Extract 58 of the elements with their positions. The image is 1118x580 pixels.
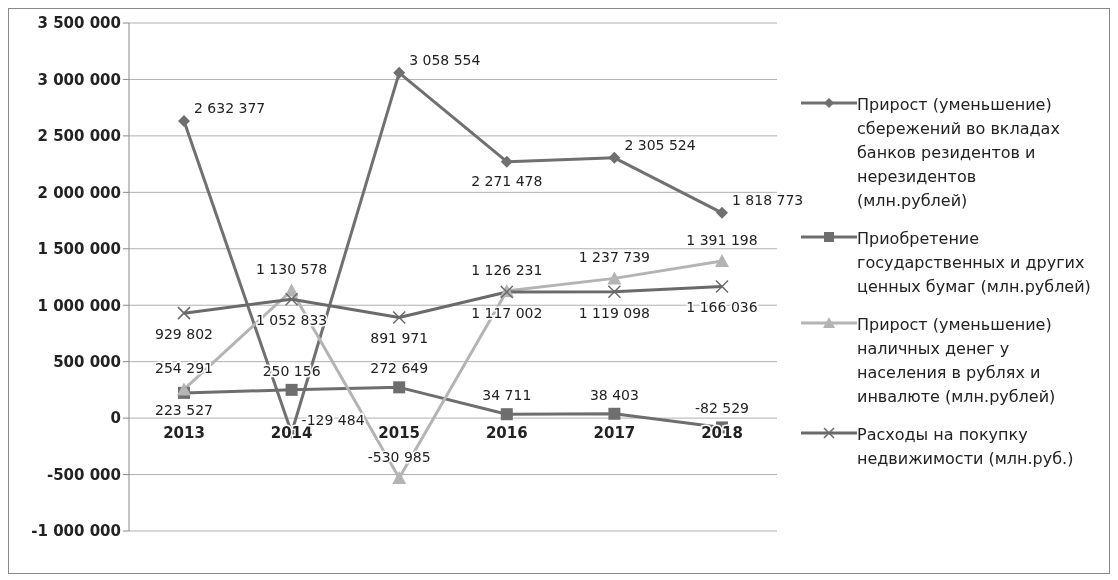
point bbox=[284, 292, 299, 307]
point bbox=[607, 271, 622, 285]
point bbox=[608, 407, 621, 420]
legend-label: Прирост (уменьшение) наличных денег у населения в рублях и инвалюте (млн.рублей) bbox=[857, 314, 1057, 408]
point bbox=[177, 306, 191, 320]
x-tick-label: 2016 bbox=[485, 424, 528, 443]
point bbox=[607, 285, 622, 299]
data-label: 1 130 578 bbox=[255, 261, 328, 278]
y-tick-label: 1 000 000 bbox=[37, 296, 121, 315]
x-tick-label: 2015 bbox=[378, 424, 421, 443]
point bbox=[500, 155, 513, 168]
legend-label: Расходы на покупку недвижимости (млн.руб.) bbox=[857, 424, 1075, 470]
x-tick-label: 2018 bbox=[701, 424, 743, 443]
data-label: 1 818 773 bbox=[732, 191, 804, 208]
point bbox=[715, 254, 729, 268]
data-label: 2 271 478 bbox=[471, 172, 543, 189]
y-tick-label: 3 500 000 bbox=[37, 14, 121, 33]
data-label: 254 291 bbox=[155, 360, 213, 377]
data-label: 929 802 bbox=[155, 326, 213, 343]
y-tick-label: 2 500 000 bbox=[37, 127, 121, 146]
data-label: 272 649 bbox=[370, 360, 429, 377]
data-label: 223 527 bbox=[155, 401, 213, 418]
point bbox=[716, 206, 728, 219]
data-label: 38 403 bbox=[589, 386, 639, 403]
data-label: 1 117 002 bbox=[471, 305, 543, 322]
point bbox=[285, 383, 298, 396]
data-label: 2 632 377 bbox=[194, 99, 266, 116]
data-label: 34 711 bbox=[482, 387, 532, 404]
point bbox=[392, 310, 406, 325]
data-label: -82 529 bbox=[694, 400, 750, 417]
data-label: -530 985 bbox=[367, 449, 431, 466]
data-label: 1 391 198 bbox=[686, 232, 758, 249]
data-label: 3 058 554 bbox=[409, 51, 481, 68]
legend-label: Прирост (уменьшение) сбережений во вкладах банков резидентов и нерезидентов (млн.рублей) bbox=[857, 94, 1061, 212]
point bbox=[500, 408, 513, 421]
x-tick-label: 2017 bbox=[593, 424, 636, 443]
y-tick-label: 2 000 000 bbox=[37, 183, 121, 202]
y-tick-label: -500 000 bbox=[46, 465, 121, 484]
y-tick-label: 1 500 000 bbox=[37, 240, 121, 259]
data-label: 2 305 524 bbox=[624, 136, 696, 153]
data-label: 891 971 bbox=[370, 330, 429, 347]
data-label: 1 166 036 bbox=[686, 299, 758, 316]
data-label: 1 119 098 bbox=[578, 304, 651, 321]
point bbox=[715, 279, 729, 294]
point bbox=[393, 381, 406, 394]
point bbox=[608, 151, 621, 164]
data-label: 1 237 739 bbox=[578, 249, 651, 266]
point bbox=[392, 471, 407, 485]
y-tick-label: 500 000 bbox=[53, 352, 121, 371]
y-tick-label: -1 000 000 bbox=[31, 522, 121, 541]
x-tick-label: 2013 bbox=[163, 424, 205, 443]
legend-label: Приобретение государственных и других ценных бумаг (млн.рублей) bbox=[857, 228, 1091, 298]
y-tick-label: 3 000 000 bbox=[37, 70, 121, 89]
y-tick-label: 0 bbox=[110, 409, 121, 428]
point bbox=[178, 114, 190, 127]
point bbox=[393, 66, 406, 79]
data-label: 1 126 231 bbox=[471, 261, 543, 278]
point bbox=[177, 382, 191, 396]
